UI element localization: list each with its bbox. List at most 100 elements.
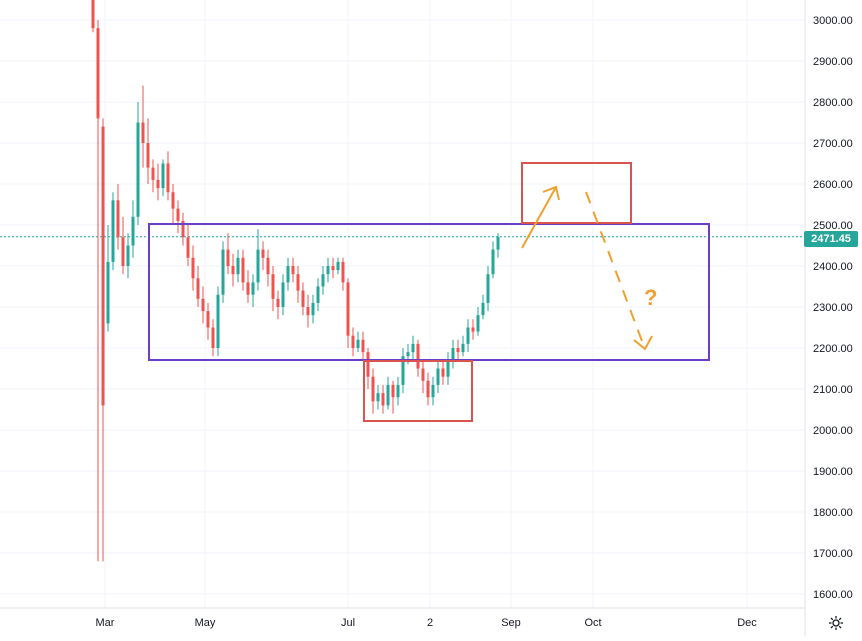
candle-body [166, 163, 170, 193]
candle [411, 335, 415, 361]
candle [331, 257, 335, 279]
candle-body [401, 356, 405, 385]
up-arrow-head[interactable] [542, 185, 560, 201]
candle [466, 319, 470, 353]
candle-body [411, 343, 415, 353]
candle [281, 274, 285, 316]
down-arrow-head[interactable] [633, 335, 653, 351]
bottom-rectangle[interactable] [363, 360, 473, 422]
target-rectangle[interactable] [521, 162, 632, 224]
candle-body [306, 307, 310, 316]
candle [371, 368, 375, 414]
candle [116, 184, 120, 250]
candle [96, 20, 100, 562]
candle-body [246, 282, 250, 295]
candle [471, 319, 475, 340]
price-tick-label: 2900.00 [813, 56, 853, 68]
candle-body [421, 368, 425, 381]
candle [396, 376, 400, 406]
candle [286, 257, 290, 291]
candle [216, 286, 220, 357]
candle-body [491, 249, 495, 275]
time-tick-label: Jul [341, 617, 355, 629]
grid [0, 0, 805, 608]
candle-body [201, 298, 205, 312]
range-rectangle[interactable] [148, 223, 710, 361]
candle-body [191, 257, 195, 279]
price-tick-label: 1700.00 [813, 548, 853, 560]
candle-body [446, 360, 450, 377]
candle-body [251, 282, 255, 295]
price-tick-label: 2400.00 [813, 261, 853, 273]
candle [431, 376, 435, 406]
candle-body [351, 335, 355, 348]
candle-body [91, 0, 95, 29]
candle-body [236, 257, 240, 275]
candle [376, 384, 380, 410]
candle [171, 184, 175, 225]
candle [386, 376, 390, 410]
price-tick-label: 2700.00 [813, 138, 853, 150]
time-tick-label: Mar [96, 617, 115, 629]
candle-body [496, 236, 500, 250]
candle-body [186, 237, 190, 258]
candle [296, 266, 300, 303]
candle-body [486, 274, 490, 303]
up-arrow-line[interactable] [521, 186, 557, 249]
question-mark[interactable]: ? [644, 285, 657, 310]
candle-body [261, 249, 265, 258]
down-arrow-line[interactable] [585, 191, 646, 350]
candle [231, 253, 235, 287]
candle [156, 163, 160, 201]
time-axis[interactable]: Mar May Jul 2 Sep Oct Dec [96, 617, 758, 629]
candle-body [291, 266, 295, 275]
candle-body [376, 393, 380, 402]
time-tick-label: Oct [584, 617, 601, 629]
gear-icon[interactable] [824, 612, 848, 634]
candle [161, 159, 165, 197]
candle [326, 257, 330, 283]
candle [226, 233, 230, 275]
candle-body [231, 266, 235, 275]
candle-body [406, 352, 410, 357]
candle-body [286, 266, 290, 283]
candle [206, 302, 210, 340]
price-axis[interactable]: 3000.00 2900.00 2800.00 2700.00 2600.00 2500.… [813, 15, 853, 601]
candle-body [131, 216, 135, 246]
candle [496, 233, 500, 258]
candle-body [196, 278, 200, 299]
candle-body [371, 376, 375, 402]
price-tick-label: 3000.00 [813, 15, 853, 27]
candle-body [101, 126, 105, 406]
candle [451, 339, 455, 369]
candle-body [426, 380, 430, 398]
price-tick-label: 2200.00 [813, 343, 853, 355]
price-tick-label: 1600.00 [813, 589, 853, 601]
candle [381, 384, 385, 414]
candle [121, 216, 125, 275]
candle-body [366, 352, 370, 377]
candle-body [356, 339, 360, 348]
candle-body [346, 282, 350, 336]
candle [446, 352, 450, 385]
candle-body [466, 327, 470, 344]
candle-body [451, 348, 455, 361]
candle [356, 331, 360, 353]
candle [341, 257, 345, 291]
candle [351, 327, 355, 357]
candle-body [256, 249, 260, 283]
candle [306, 294, 310, 328]
price-tick-label: 1900.00 [813, 466, 853, 478]
drawings[interactable]: ? [148, 162, 710, 422]
candle-body [296, 274, 300, 291]
candle-body [471, 327, 475, 332]
candle [191, 245, 195, 291]
time-tick-label: Sep [501, 617, 521, 629]
candle-body [156, 179, 160, 189]
candle [186, 225, 190, 266]
candle-body [476, 315, 480, 332]
candle [101, 118, 105, 562]
candle [176, 200, 180, 234]
